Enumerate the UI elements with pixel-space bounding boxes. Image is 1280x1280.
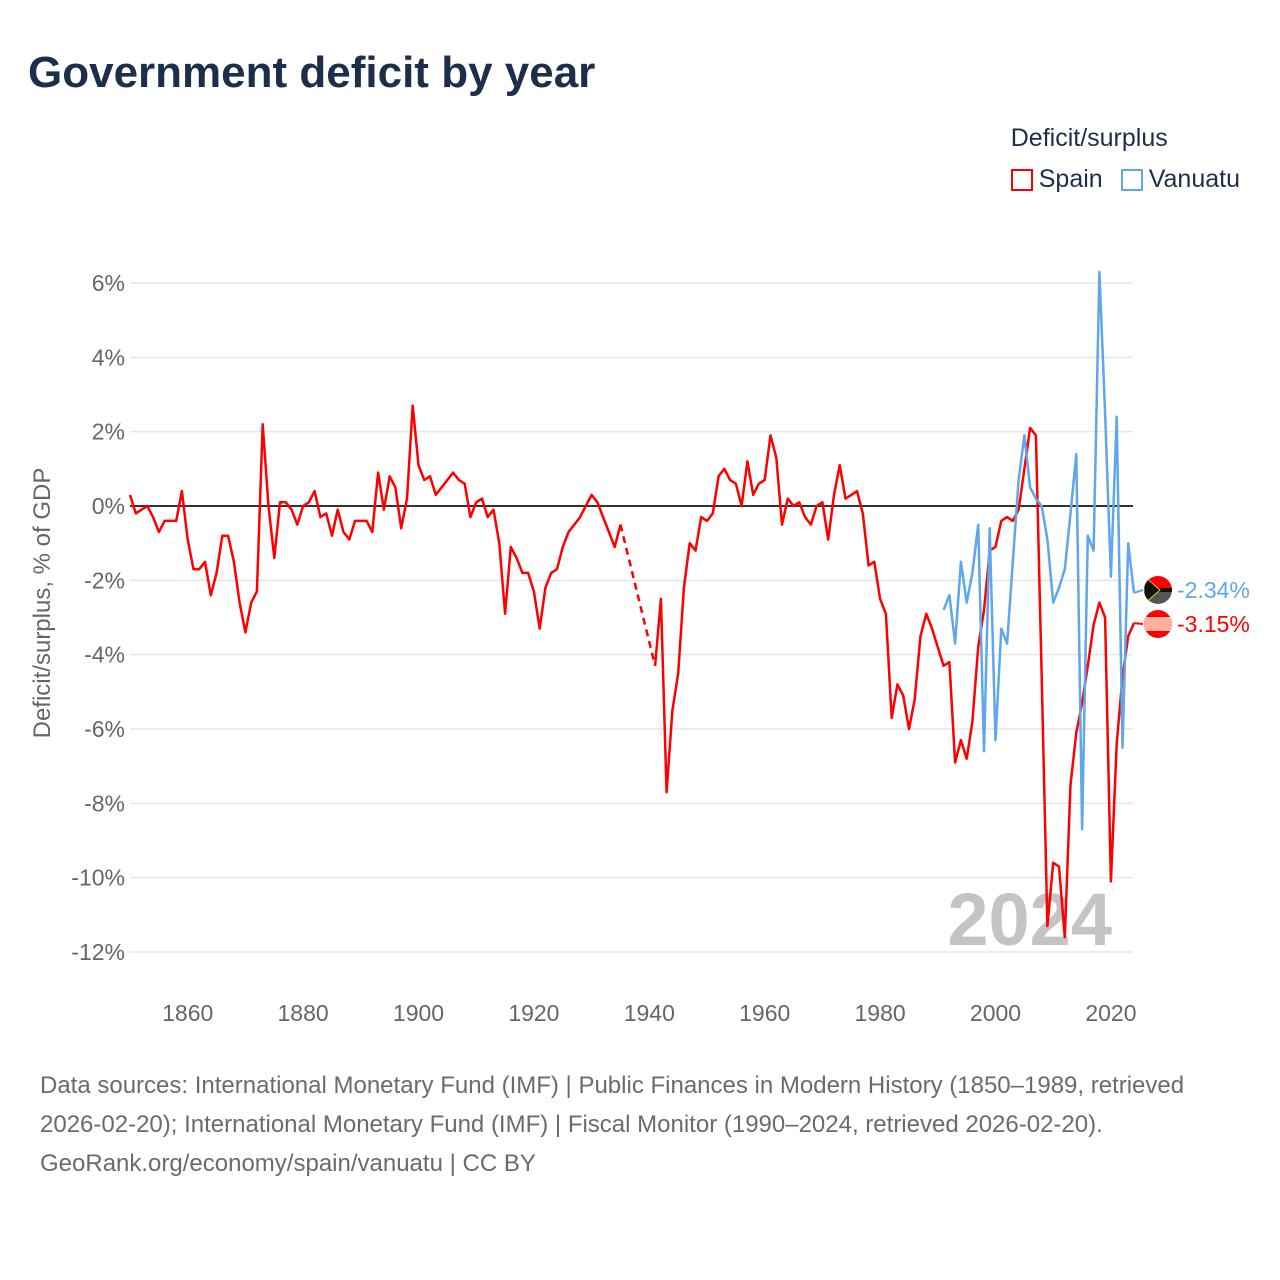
- end-labels: -2.34% -3.15%: [1144, 576, 1250, 638]
- y-tick-label: -12%: [71, 939, 125, 965]
- year-watermark: 2024: [947, 878, 1112, 961]
- x-tick-label: 2020: [1085, 1000, 1136, 1026]
- y-tick-label: -10%: [71, 865, 125, 891]
- y-tick-label: 0%: [92, 493, 125, 519]
- line-chart: 6% 4% 2% 0% -2% -4% -6% -8% -10% -12% 1860 1880 190…: [29, 270, 1250, 1026]
- legend-item-vanuatu[interactable]: Vanuatu: [1120, 165, 1240, 194]
- legend-label-vanuatu: Vanuatu: [1148, 165, 1240, 193]
- y-tick-labels: 6% 4% 2% 0% -2% -4% -6% -8% -10% -12%: [71, 270, 125, 965]
- x-tick-label: 1920: [508, 1000, 559, 1026]
- y-tick-label: 4%: [92, 344, 125, 370]
- y-tick-label: -2%: [84, 567, 125, 593]
- legend-swatch-spain: [1010, 168, 1033, 191]
- legend-swatch-vanuatu: [1120, 168, 1143, 191]
- end-label-connector: [1133, 622, 1144, 625]
- series-spain: [128, 404, 1144, 939]
- series-gap-dashed: [619, 524, 657, 667]
- y-tick-label: 2%: [92, 419, 125, 445]
- x-tick-label: 1900: [393, 1000, 444, 1026]
- y-axis-title: Deficit/surplus, % of GDP: [29, 468, 56, 739]
- chart-title: Government deficit by year: [28, 48, 596, 97]
- data-sources: Data sources: International Monetary Fun…: [40, 1072, 1185, 1138]
- legend-label-spain: Spain: [1038, 165, 1103, 193]
- flag-spain-icon: [1144, 610, 1172, 638]
- end-label-spain: -3.15%: [1177, 611, 1250, 637]
- x-tick-label: 1880: [278, 1000, 329, 1026]
- series-line[interactable]: [942, 270, 1136, 831]
- y-tick-label: 6%: [92, 270, 125, 296]
- flag-vanuatu-icon: [1144, 576, 1172, 604]
- series-line[interactable]: [653, 426, 1136, 939]
- legend: Deficit/surplus Spain Vanuatu: [1010, 124, 1240, 194]
- y-tick-label: -8%: [84, 790, 125, 816]
- series-vanuatu: [942, 270, 1144, 831]
- y-tick-label: -4%: [84, 642, 125, 668]
- end-label-connector: [1133, 589, 1144, 594]
- x-tick-label: 1980: [855, 1000, 906, 1026]
- x-tick-label: 1860: [162, 1000, 213, 1026]
- x-tick-label: 1940: [624, 1000, 675, 1026]
- x-tick-label: 1960: [739, 1000, 790, 1026]
- legend-title: Deficit/surplus: [1010, 124, 1168, 152]
- end-label-vanuatu: -2.34%: [1177, 577, 1250, 603]
- x-tick-label: 2000: [970, 1000, 1021, 1026]
- x-tick-labels: 1860 1880 1900 1920 1940 1960 1980 2000 2020: [162, 1000, 1136, 1026]
- footer: Data sources: International Monetary Fun…: [40, 1066, 1240, 1183]
- y-tick-label: -6%: [84, 716, 125, 742]
- series-lines: [128, 270, 1144, 939]
- series-line[interactable]: [128, 404, 622, 634]
- credit-link[interactable]: GeoRank.org/economy/spain/vanuatu | CC B…: [40, 1150, 536, 1177]
- legend-item-spain[interactable]: Spain: [1010, 165, 1103, 194]
